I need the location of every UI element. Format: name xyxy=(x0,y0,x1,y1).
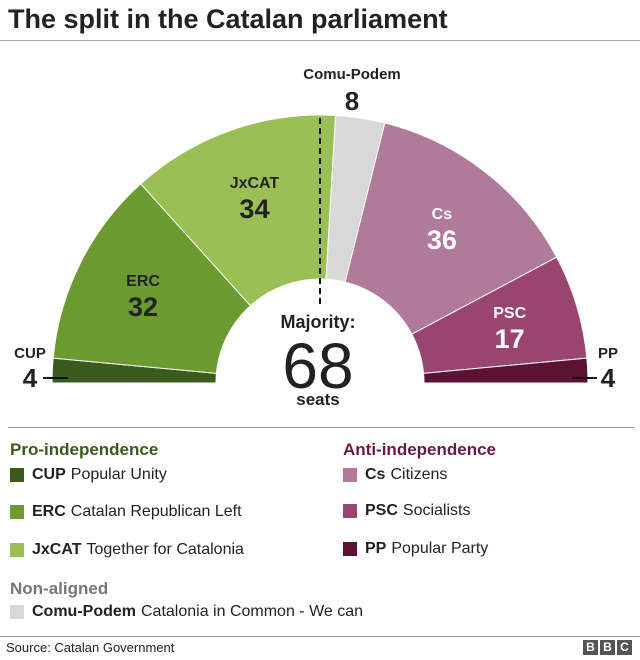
seat-segments xyxy=(51,114,589,384)
segment-erc xyxy=(52,183,252,374)
legend-item-erc: ERC Catalan Republican Left xyxy=(10,503,242,521)
legend-swatch xyxy=(343,504,357,518)
legend-swatch xyxy=(10,505,24,519)
legend-swatch xyxy=(10,468,24,482)
legend-abbreviation: CUP xyxy=(32,466,66,483)
legend-party-name: Together for Catalonia xyxy=(86,541,244,558)
value-psc: 17 xyxy=(495,324,525,354)
legend-item-jxcat: JxCAT Together for Catalonia xyxy=(10,541,244,559)
legend-abbreviation: Cs xyxy=(365,466,386,483)
legend-party-name: Popular Party xyxy=(391,540,489,557)
value-cup: 4 xyxy=(23,363,38,393)
legend-abbreviation: PP xyxy=(365,540,387,557)
majority-value: 68 xyxy=(282,330,353,402)
legend-swatch xyxy=(10,543,24,557)
value-comu-podem: 8 xyxy=(345,86,359,116)
label-comu-podem: Comu-Podem xyxy=(303,66,401,83)
majority-label: Majority: xyxy=(280,312,355,332)
chart-title: The split in the Catalan parliament xyxy=(8,4,448,34)
legend-abbreviation: PSC xyxy=(365,502,398,519)
bbc-logo-block: B xyxy=(583,640,598,655)
legend-item-comu-podem: Comu-Podem Catalonia in Common - We can xyxy=(10,603,363,621)
majority-unit: seats xyxy=(296,390,339,409)
pro-independence-heading: Pro-independence xyxy=(10,440,159,459)
label-erc: ERC xyxy=(126,273,160,290)
footer-divider xyxy=(0,636,640,637)
value-jxcat: 34 xyxy=(239,194,269,224)
legend-abbreviation: ERC xyxy=(32,503,66,520)
label-pp: PP xyxy=(598,345,618,362)
legend-swatch xyxy=(343,468,357,482)
legend-party-name: Catalan Republican Left xyxy=(70,503,242,520)
bbc-logo-block: B xyxy=(600,640,615,655)
label-psc: PSC xyxy=(493,305,526,322)
legend-item-pp: PP Popular Party xyxy=(343,540,488,558)
label-cup: CUP xyxy=(14,345,46,362)
legend-abbreviation: JxCAT xyxy=(32,541,82,558)
segment-pp xyxy=(423,357,589,384)
title-divider xyxy=(0,40,640,41)
anti-independence-heading: Anti-independence xyxy=(343,440,497,459)
legend-item-cs: Cs Citizens xyxy=(343,466,447,484)
legend-party-name: Popular Unity xyxy=(70,466,167,483)
legend-abbreviation: Comu-Podem xyxy=(32,603,136,620)
legend-party-name: Socialists xyxy=(402,502,471,519)
source-note: Source: Catalan Government xyxy=(6,640,175,655)
bbc-logo-block: C xyxy=(617,640,632,655)
legend-party-name: Catalonia in Common - We can xyxy=(141,603,364,620)
legend-item-psc: PSC Socialists xyxy=(343,502,470,520)
legend-swatch xyxy=(10,605,24,619)
segment-cs xyxy=(344,122,558,335)
legend-divider xyxy=(8,427,634,428)
segment-jxcat xyxy=(139,114,337,307)
legend-item-cup: CUP Popular Unity xyxy=(10,466,167,484)
value-pp: 4 xyxy=(601,363,616,393)
non-aligned-heading: Non-aligned xyxy=(10,579,109,598)
legend-swatch xyxy=(343,542,357,556)
label-cs: Cs xyxy=(432,206,453,223)
value-cs: 36 xyxy=(427,225,457,255)
value-erc: 32 xyxy=(128,292,158,322)
legend-party-name: Citizens xyxy=(390,466,448,483)
label-jxcat: JxCAT xyxy=(230,175,280,192)
